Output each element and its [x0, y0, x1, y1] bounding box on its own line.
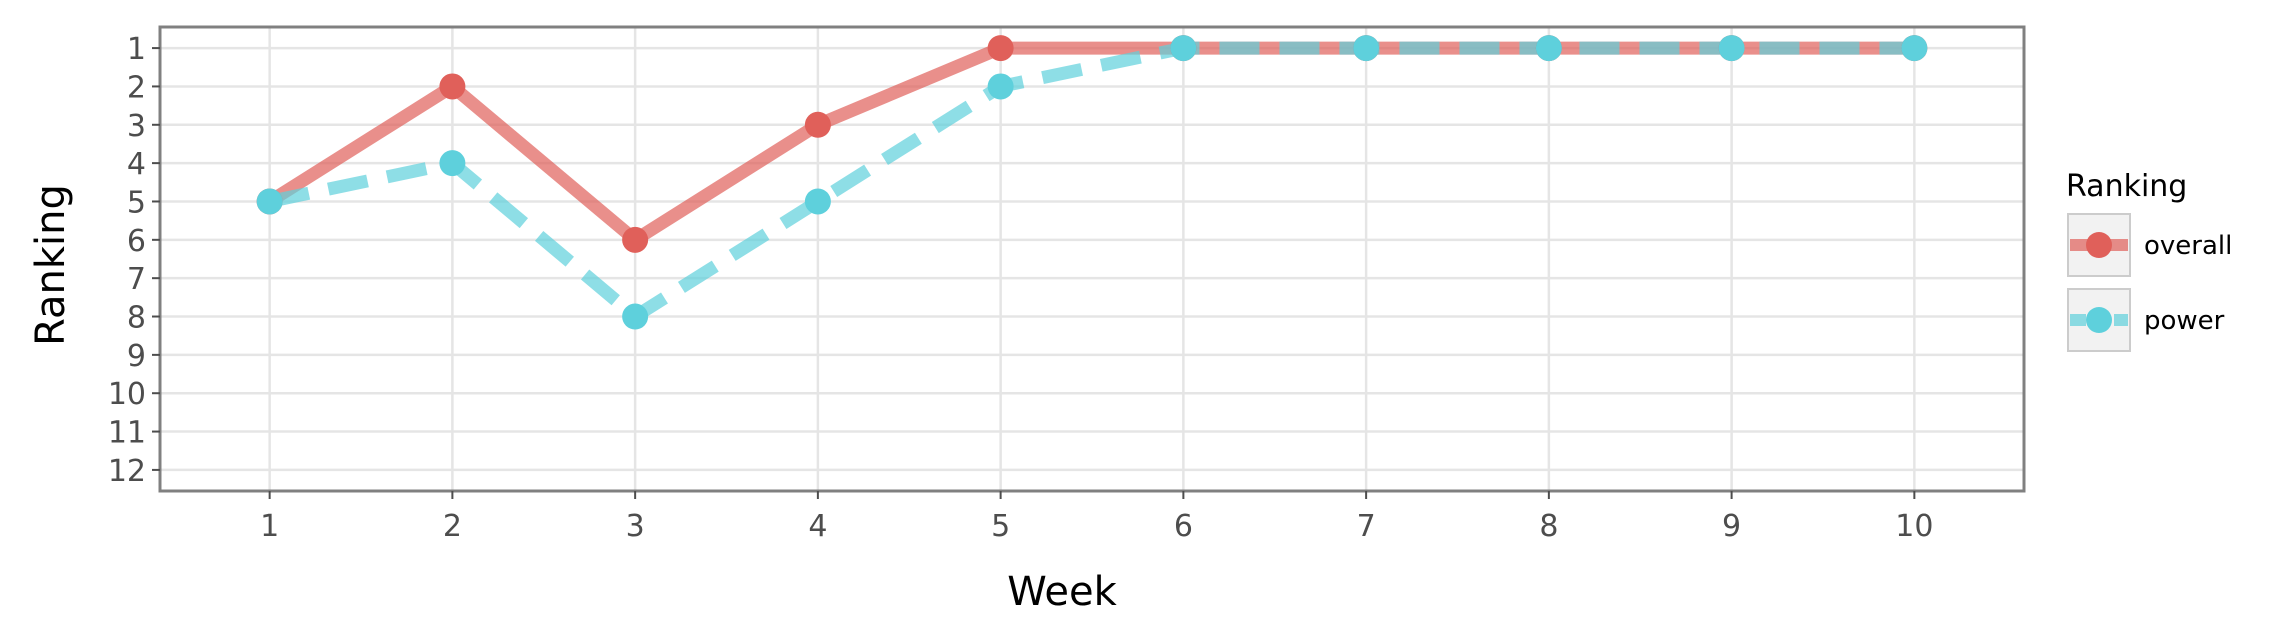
data-point-overall [622, 226, 649, 253]
data-point-power [1901, 35, 1928, 62]
x-tick-label: 2 [443, 509, 462, 544]
series-line-power [268, 41, 1915, 324]
y-tick-label: 11 [108, 416, 146, 451]
data-point-overall [987, 35, 1014, 62]
data-point-power [439, 150, 466, 177]
x-tick-label: 4 [808, 509, 827, 544]
grid-lines [160, 27, 2024, 491]
y-axis-title: Ranking [28, 184, 74, 346]
y-tick-label: 6 [127, 224, 146, 259]
data-point-power [1535, 35, 1562, 62]
plot-panel-border [158, 25, 2026, 493]
x-axis-title: Week [1007, 569, 1117, 615]
series-layer [256, 35, 1928, 330]
y-tick-label: 10 [108, 377, 146, 412]
x-tick-label: 7 [1357, 509, 1376, 544]
data-point-power [1718, 35, 1745, 62]
data-point-power [1353, 35, 1380, 62]
data-point-overall [439, 73, 466, 100]
y-tick-label: 7 [127, 262, 146, 297]
x-tick-label: 5 [991, 509, 1010, 544]
y-tick-label: 3 [127, 109, 146, 144]
data-point-power [622, 303, 649, 330]
y-tick-label: 9 [127, 339, 146, 374]
y-tick-label: 12 [108, 454, 146, 489]
x-tick-label: 6 [1174, 509, 1193, 544]
legend-label-power: power [2144, 306, 2225, 336]
legend: Ranking overall power [2066, 169, 2232, 352]
legend-key-marker [2086, 307, 2112, 333]
data-point-power [804, 188, 831, 215]
y-tick-label: 1 [127, 32, 146, 67]
data-point-overall [804, 111, 831, 138]
legend-title: Ranking [2066, 169, 2187, 204]
x-tick-label: 10 [1895, 509, 1933, 544]
legend-key-marker [2086, 232, 2112, 258]
y-tick-label: 5 [127, 185, 146, 220]
y-tick-label: 8 [127, 301, 146, 336]
y-tick-label: 2 [127, 70, 146, 105]
x-tick-label: 8 [1539, 509, 1558, 544]
legend-label-overall: overall [2144, 231, 2232, 261]
data-point-power [256, 188, 283, 215]
y-tick-label: 4 [127, 147, 146, 182]
data-point-power [987, 73, 1014, 100]
x-tick-label: 9 [1722, 509, 1741, 544]
x-axis-ticks: 1 2 3 4 5 6 7 8 9 10 [260, 491, 1933, 544]
x-tick-label: 3 [626, 509, 645, 544]
x-tick-label: 1 [260, 509, 279, 544]
data-point-power [1170, 35, 1197, 62]
